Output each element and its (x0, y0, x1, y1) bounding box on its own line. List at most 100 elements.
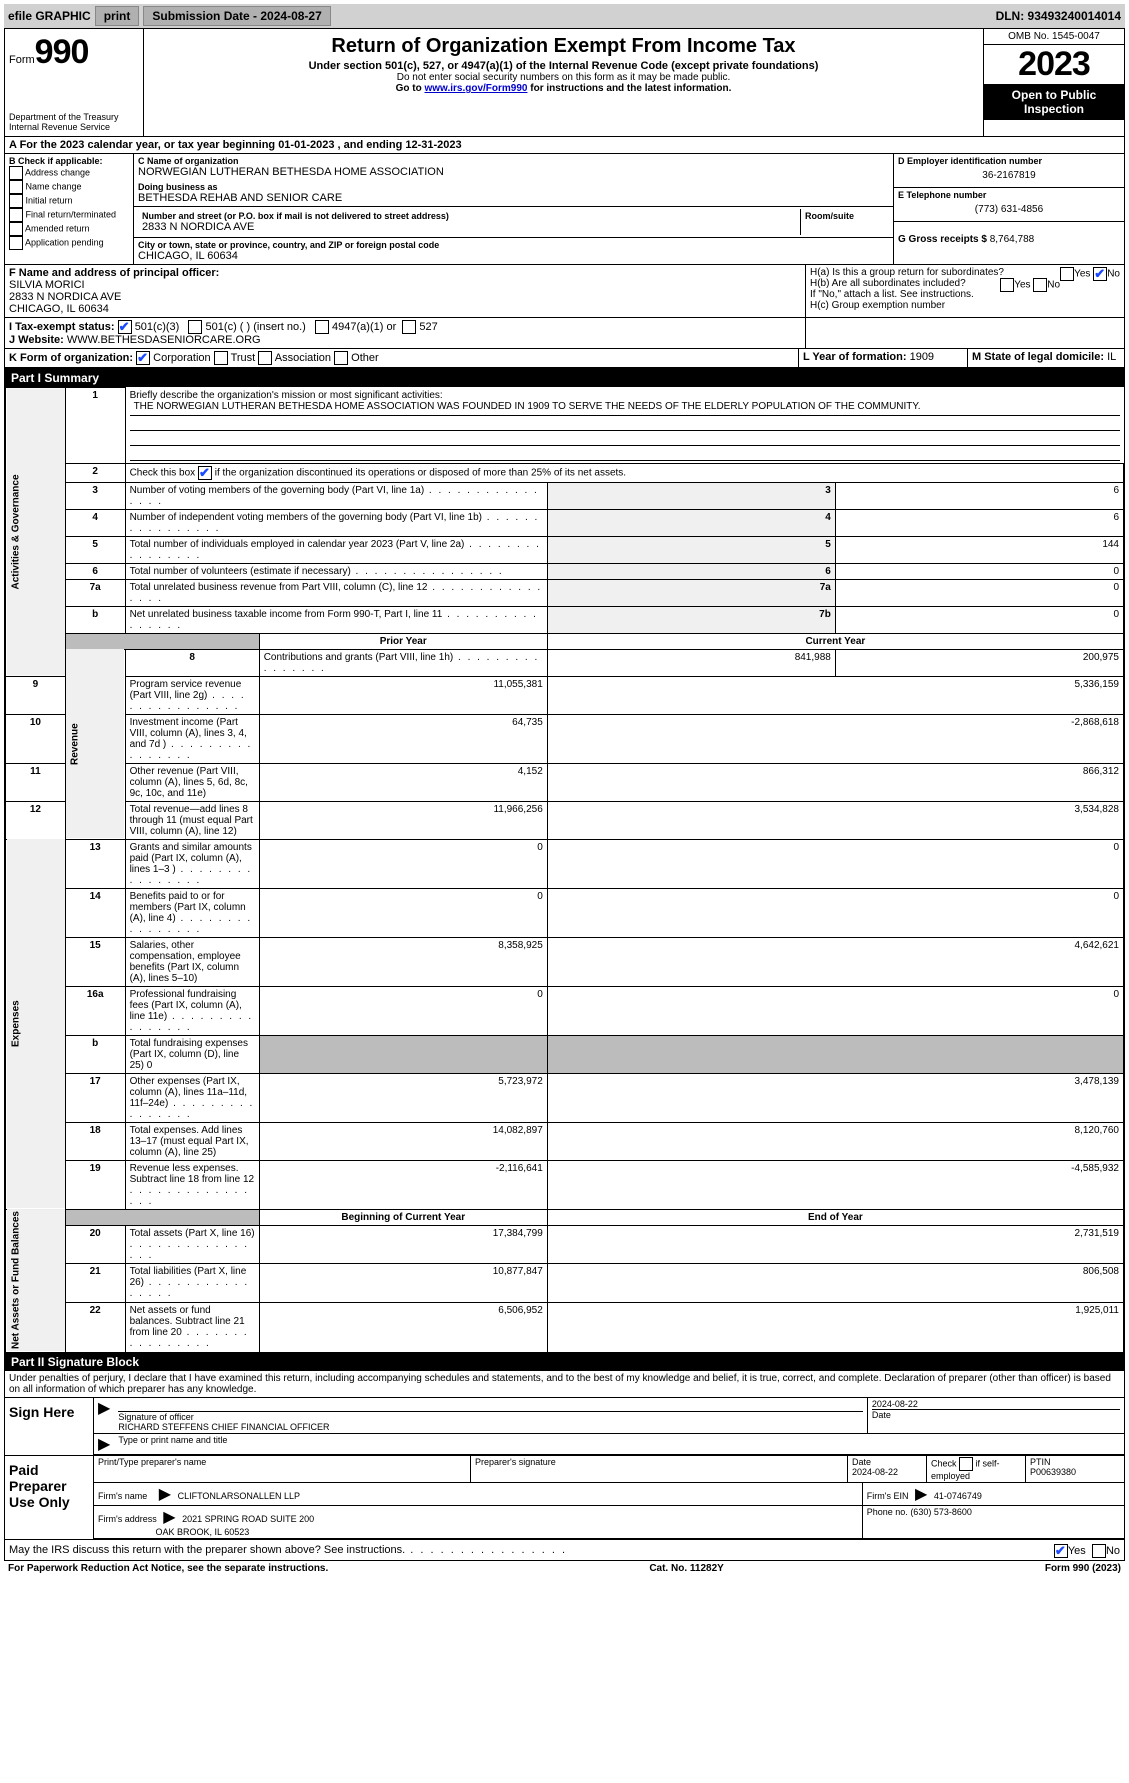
discuss-label: May the IRS discuss this return with the… (9, 1544, 567, 1556)
tel-value: (773) 631-4856 (898, 200, 1120, 219)
col-b-title: B Check if applicable: (9, 156, 129, 166)
l7a: Total unrelated business revenue from Pa… (125, 579, 547, 606)
gross-value: 8,764,788 (990, 234, 1035, 245)
cb-501c3[interactable] (118, 320, 132, 334)
cb-trust[interactable] (214, 351, 228, 365)
omb-number: OMB No. 1545-0047 (984, 29, 1124, 45)
ha-no[interactable] (1093, 267, 1107, 281)
website-value: WWW.BETHESDASENIORCARE.ORG (67, 334, 261, 346)
discuss-no[interactable] (1092, 1544, 1106, 1558)
cb-address-change[interactable] (9, 166, 23, 180)
l1-label: Briefly describe the organization's miss… (130, 390, 443, 401)
dept-treasury: Department of the Treasury (9, 112, 139, 122)
sig-officer-label: Signature of officer (118, 1412, 193, 1422)
ha-label: H(a) Is this a group return for subordin… (810, 267, 1004, 278)
cb-corp[interactable] (136, 351, 150, 365)
irs-label: Internal Revenue Service (9, 122, 139, 132)
end-hdr: End of Year (547, 1209, 1123, 1225)
v6: 0 (835, 563, 1123, 579)
cb-4947[interactable] (315, 320, 329, 334)
cb-final-return[interactable] (9, 208, 23, 222)
sig-date: 2024-08-22 (872, 1399, 918, 1409)
goto-post: for instructions and the latest informat… (527, 83, 731, 94)
footer-left: For Paperwork Reduction Act Notice, see … (8, 1563, 328, 1574)
city-label: City or town, state or province, country… (138, 240, 889, 250)
efile-label: efile GRAPHIC (8, 9, 91, 23)
top-toolbar: efile GRAPHIC print Submission Date - 20… (4, 4, 1125, 28)
officer-name: SILVIA MORICI (9, 279, 85, 291)
l8: Contributions and grants (Part VIII, lin… (259, 649, 547, 676)
cb-amended-return[interactable] (9, 222, 23, 236)
l9: Program service revenue (Part VIII, line… (125, 676, 259, 714)
ha-yes[interactable] (1060, 267, 1074, 281)
irs-link[interactable]: www.irs.gov/Form990 (424, 83, 527, 94)
hc-label: H(c) Group exemption number (810, 300, 1120, 311)
discuss-yes[interactable] (1054, 1544, 1068, 1558)
l17: Other expenses (Part IX, column (A), lin… (125, 1073, 259, 1122)
l3: Number of voting members of the governin… (125, 482, 547, 509)
l16a: Professional fundraising fees (Part IX, … (125, 986, 259, 1035)
form-org-label: K Form of organization: (9, 352, 133, 364)
l19: Revenue less expenses. Subtract line 18 … (125, 1160, 259, 1209)
tab-revenue: Revenue (65, 649, 125, 839)
hb-yes[interactable] (1000, 278, 1014, 292)
open-public: Open to Public Inspection (984, 84, 1124, 120)
firm-ein: 41-0746749 (934, 1491, 982, 1501)
l4: Number of independent voting members of … (125, 509, 547, 536)
col-b-checkboxes: B Check if applicable: Address change Na… (5, 154, 134, 264)
tab-expenses: Expenses (6, 839, 66, 1209)
domicile-label: M State of legal domicile: (972, 351, 1104, 363)
v7b: 0 (835, 606, 1123, 633)
print-button[interactable]: print (95, 6, 140, 26)
perjury-declaration: Under penalties of perjury, I declare th… (5, 1371, 1124, 1397)
year-formation-label: L Year of formation: (803, 351, 907, 363)
cb-discontinued[interactable] (198, 466, 212, 480)
form-990: Form990 Department of the Treasury Inter… (4, 28, 1125, 1561)
officer-addr1: 2833 N NORDICA AVE (9, 291, 121, 303)
l20: Total assets (Part X, line 16) (125, 1225, 259, 1264)
year-formation: 1909 (910, 351, 934, 363)
paid-preparer-label: Paid Preparer Use Only (5, 1456, 94, 1539)
street-address: 2833 N NORDICA AVE (142, 221, 796, 233)
hb-label: H(b) Are all subordinates included? (810, 278, 966, 289)
cb-name-change[interactable] (9, 180, 23, 194)
v3: 6 (835, 482, 1123, 509)
cb-self-employed[interactable] (959, 1457, 973, 1471)
l5: Total number of individuals employed in … (125, 536, 547, 563)
tab-governance: Activities & Governance (6, 388, 66, 677)
hb-note: If "No," attach a list. See instructions… (810, 289, 1120, 300)
ein-label: D Employer identification number (898, 156, 1120, 166)
submission-date: Submission Date - 2024-08-27 (143, 6, 330, 26)
hb-no[interactable] (1033, 278, 1047, 292)
addr-label: Number and street (or P.O. box if mail i… (142, 211, 796, 221)
city-state-zip: CHICAGO, IL 60634 (138, 250, 889, 262)
v5: 144 (835, 536, 1123, 563)
form-label: Form (9, 54, 35, 66)
ssn-note: Do not enter social security numbers on … (152, 72, 975, 83)
arrow-icon: ▶ (94, 1434, 114, 1454)
website-label: J Website: (9, 334, 64, 346)
room-label: Room/suite (805, 211, 885, 221)
type-name-label: Type or print name and title (114, 1434, 1124, 1454)
l22: Net assets or fund balances. Subtract li… (125, 1302, 259, 1352)
page-footer: For Paperwork Reduction Act Notice, see … (4, 1561, 1125, 1576)
cb-other[interactable] (334, 351, 348, 365)
part1-header: Part I Summary (5, 369, 1124, 387)
begin-hdr: Beginning of Current Year (259, 1209, 547, 1225)
cb-501c[interactable] (188, 320, 202, 334)
part2-header: Part II Signature Block (5, 1353, 1124, 1371)
firm-addr1: 2021 SPRING ROAD SUITE 200 (182, 1514, 314, 1524)
l12: Total revenue—add lines 8 through 11 (mu… (125, 801, 259, 839)
l15: Salaries, other compensation, employee b… (125, 937, 259, 986)
cb-527[interactable] (402, 320, 416, 334)
org-name: NORWEGIAN LUTHERAN BETHESDA HOME ASSOCIA… (138, 166, 889, 178)
row-a-period: A For the 2023 calendar year, or tax yea… (5, 137, 1124, 154)
cb-initial-return[interactable] (9, 194, 23, 208)
l16b: Total fundraising expenses (Part IX, col… (125, 1035, 259, 1073)
firm-phone: (630) 573-8600 (910, 1507, 972, 1517)
v7a: 0 (835, 579, 1123, 606)
cb-application-pending[interactable] (9, 236, 23, 250)
tax-status-label: I Tax-exempt status: (9, 321, 115, 333)
cb-assoc[interactable] (258, 351, 272, 365)
tax-year: 2023 (984, 45, 1124, 84)
